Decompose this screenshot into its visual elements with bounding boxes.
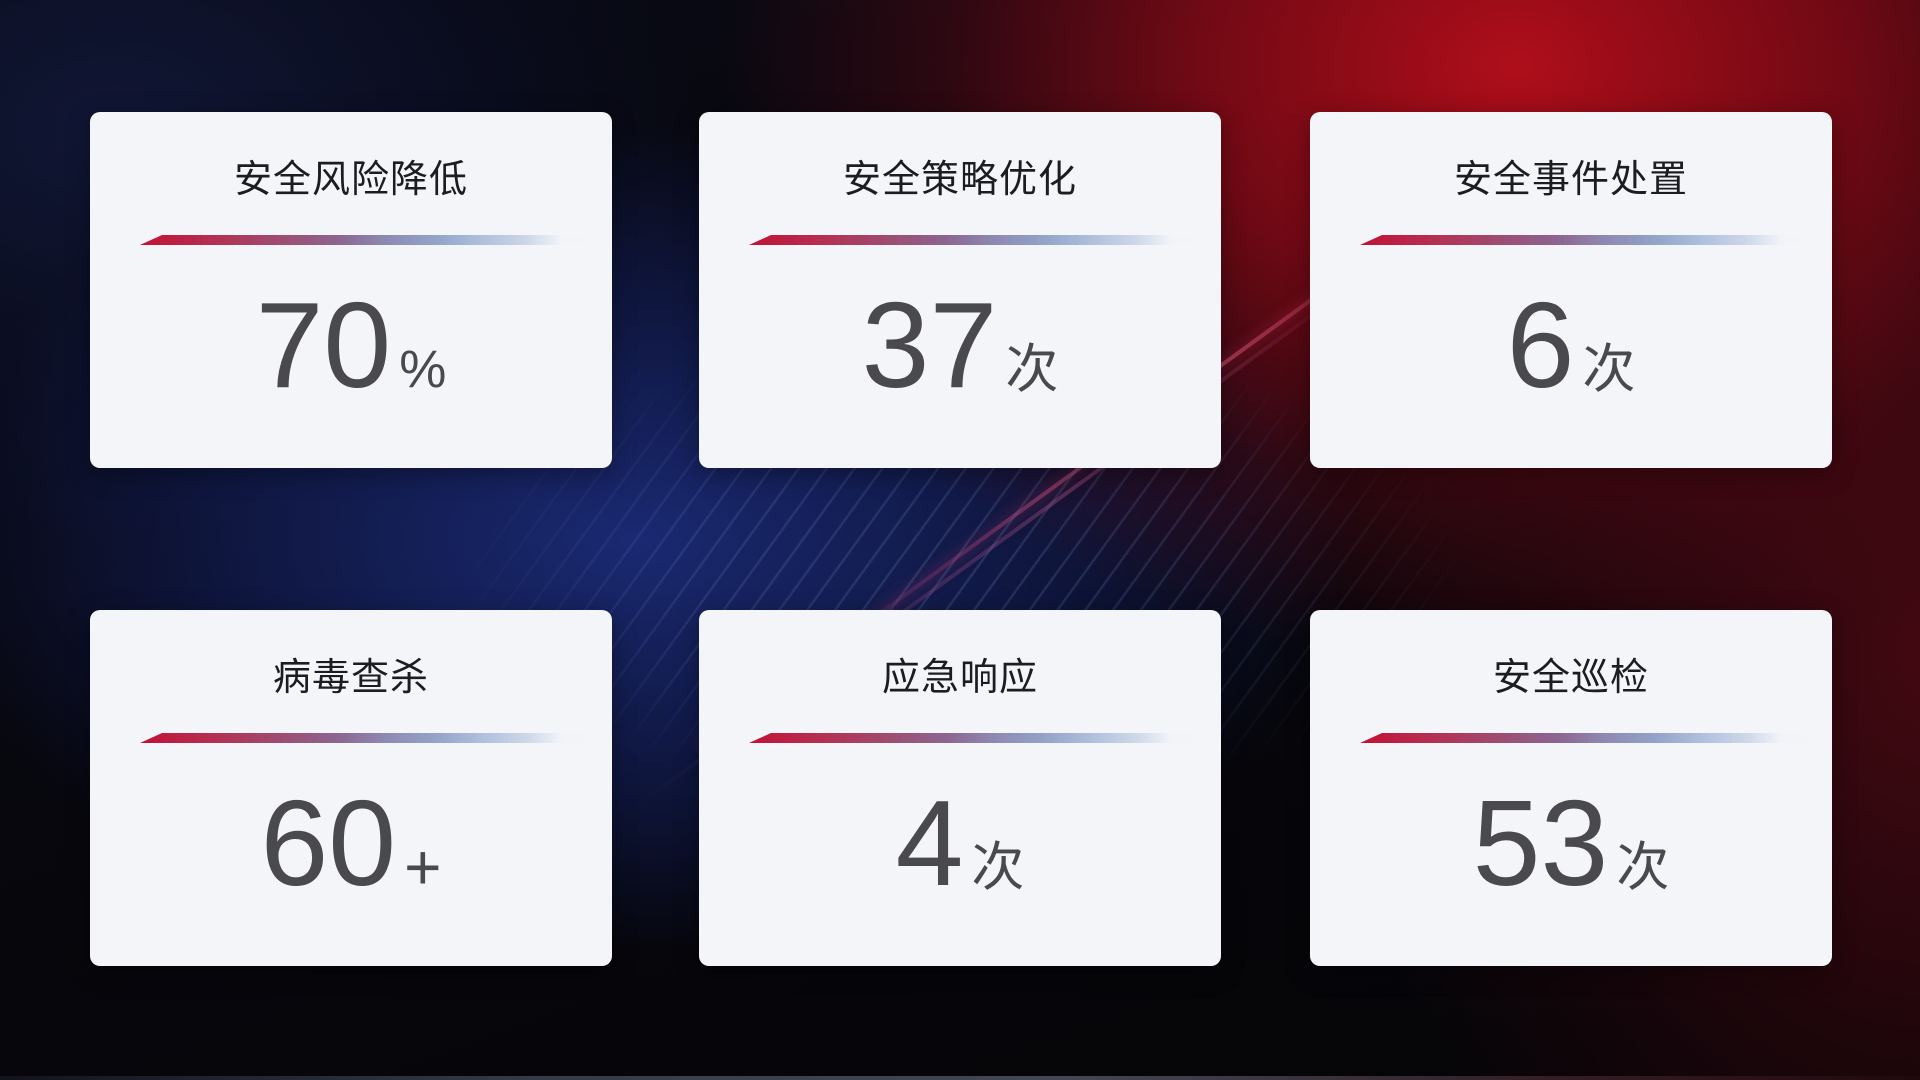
- stat-card-risk-reduction: 安全风险降低 70 %: [90, 112, 612, 468]
- card-title: 应急响应: [881, 657, 1038, 699]
- card-unit: +: [404, 831, 442, 903]
- divider-line: [749, 733, 1197, 743]
- stat-card-policy-optimization: 安全策略优化 37 次: [699, 112, 1221, 468]
- card-title: 安全事件处置: [1453, 159, 1688, 201]
- stat-card-incident-handling: 安全事件处置 6 次: [1310, 112, 1832, 468]
- card-title: 病毒查杀: [272, 657, 429, 699]
- stat-card-virus-scan: 病毒查杀 60 +: [90, 610, 612, 966]
- bottom-edge-highlight: [0, 1076, 1920, 1080]
- stat-card-security-inspection: 安全巡检 53 次: [1310, 610, 1832, 966]
- divider-line: [749, 235, 1197, 245]
- card-unit: 次: [1616, 838, 1670, 897]
- card-unit: %: [399, 340, 447, 399]
- card-value: 6: [1506, 277, 1575, 413]
- card-unit: 次: [1005, 340, 1059, 399]
- card-title: 安全巡检: [1492, 657, 1649, 699]
- card-value: 60: [260, 775, 397, 911]
- card-title: 安全风险降低: [233, 159, 468, 201]
- divider-line: [140, 235, 588, 245]
- card-value-row: 37 次: [699, 284, 1221, 406]
- card-value-row: 60 +: [90, 782, 612, 904]
- card-value-row: 70 %: [90, 284, 612, 406]
- card-value: 37: [861, 277, 998, 413]
- divider-line: [140, 733, 588, 743]
- card-value: 53: [1472, 775, 1609, 911]
- card-value-row: 53 次: [1310, 782, 1832, 904]
- card-value-row: 6 次: [1310, 284, 1832, 406]
- stat-card-emergency-response: 应急响应 4 次: [699, 610, 1221, 966]
- card-unit: 次: [1582, 340, 1636, 399]
- divider-line: [1360, 733, 1808, 743]
- card-title: 安全策略优化: [842, 159, 1077, 201]
- divider-line: [1360, 235, 1808, 245]
- card-value-row: 4 次: [699, 782, 1221, 904]
- card-unit: 次: [971, 838, 1025, 897]
- card-value: 4: [895, 775, 964, 911]
- card-value: 70: [255, 277, 392, 413]
